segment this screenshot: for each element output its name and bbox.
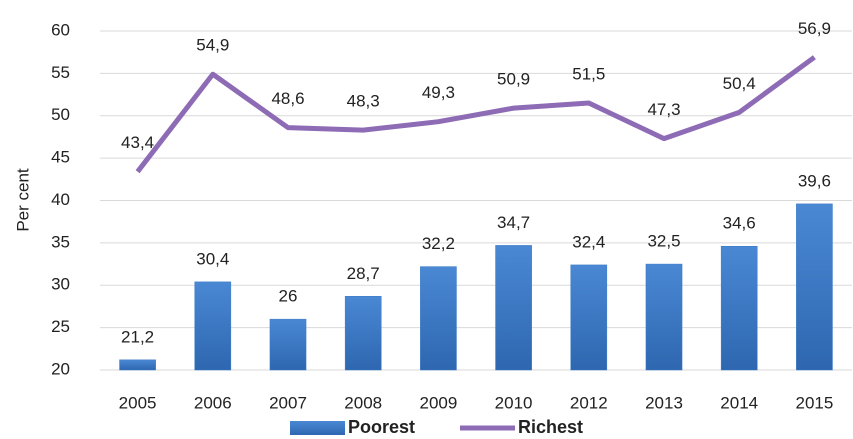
bar: [645, 263, 683, 371]
y-tick-label: 25: [51, 317, 70, 336]
x-tick-label: 2009: [419, 393, 457, 412]
data-label: 50,4: [723, 74, 756, 93]
bar: [269, 318, 307, 371]
x-tick-label: 2014: [720, 393, 758, 412]
x-tick-label: 2013: [645, 393, 683, 412]
y-tick-label: 60: [51, 20, 70, 39]
y-tick-label: 40: [51, 190, 70, 209]
x-tick-label: 2008: [344, 393, 382, 412]
x-tick-label: 2012: [570, 393, 608, 412]
bar: [796, 203, 833, 371]
bar: [570, 264, 608, 371]
y-axis-label: Per cent: [13, 168, 32, 232]
y-tick-label: 55: [51, 63, 70, 82]
data-label: 32,4: [572, 232, 605, 251]
x-tick-label: 2007: [269, 393, 307, 412]
line: [135, 55, 816, 174]
data-label: 28,7: [347, 264, 380, 283]
legend-swatch: [290, 421, 345, 435]
data-label: 50,9: [497, 70, 530, 89]
bar: [720, 246, 758, 371]
data-label: 30,4: [196, 249, 229, 268]
data-label: 56,9: [798, 19, 831, 38]
data-label: 32,2: [422, 234, 455, 253]
bar: [119, 359, 156, 371]
data-label: 26: [279, 287, 298, 306]
data-label: 54,9: [196, 36, 229, 55]
data-label: 21,2: [121, 327, 154, 346]
data-label: 47,3: [647, 100, 680, 119]
y-tick-label: 50: [51, 105, 70, 124]
y-tick-label: 30: [51, 275, 70, 294]
data-label: 51,5: [572, 65, 605, 84]
data-label: 43,4: [121, 133, 154, 152]
data-label: 32,5: [647, 232, 680, 251]
x-tick-label: 2015: [795, 393, 833, 412]
legend-label: Poorest: [348, 417, 415, 437]
data-label: 34,6: [723, 214, 756, 233]
x-tick-label: 2010: [495, 393, 533, 412]
legend-label: Richest: [518, 417, 583, 437]
data-label: 48,6: [271, 89, 304, 108]
bar: [495, 245, 532, 371]
y-tick-label: 20: [51, 359, 70, 378]
bar: [194, 281, 232, 371]
data-label: 39,6: [798, 171, 831, 190]
bar: [420, 266, 457, 371]
y-tick-label: 35: [51, 232, 70, 251]
data-label: 49,3: [422, 83, 455, 102]
y-tick-label: 45: [51, 148, 70, 167]
bar: [344, 296, 382, 371]
x-tick-label: 2005: [119, 393, 157, 412]
x-tick-label: 2006: [194, 393, 232, 412]
data-label: 48,3: [347, 92, 380, 111]
data-label: 34,7: [497, 213, 530, 232]
